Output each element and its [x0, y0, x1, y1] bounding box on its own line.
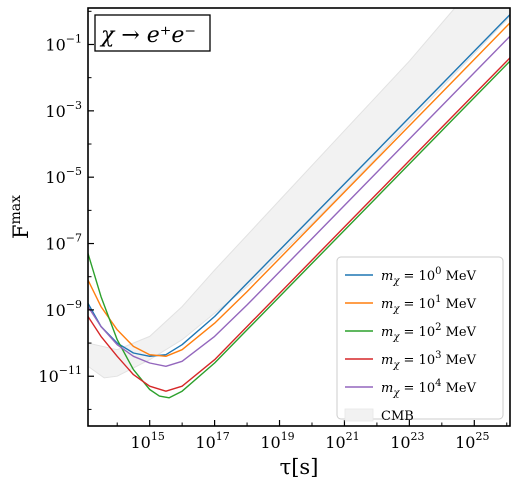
tick-layer: 1015 1017 1019 1021 1023 1025 10−1 10−3 10−5 10−7…	[38, 10, 508, 452]
legend-label-1: mχ = 101 MeV	[381, 294, 477, 315]
x-tick-label: 1025	[455, 430, 489, 452]
y-tick-label: 10−7	[45, 232, 82, 254]
y-tick-label: 10−5	[45, 165, 82, 187]
legend-label-cmb: CMB	[381, 409, 414, 424]
y-tick-label: 10−1	[45, 32, 82, 54]
x-tick-label: 1023	[390, 430, 424, 452]
y-axis-label: Fmax	[8, 195, 33, 239]
legend-box	[336, 256, 504, 420]
series-line-0	[88, 14, 510, 357]
y-tick-label: 10−3	[45, 99, 82, 121]
legend-label-4: mχ = 104 MeV	[381, 378, 477, 399]
series-line-1	[88, 22, 510, 357]
chart-title: χ → e⁺e⁻	[99, 23, 196, 48]
series-layer	[88, 14, 510, 399]
y-tick-label: 10−9	[45, 298, 82, 320]
x-axis-label: τ[s]	[280, 455, 319, 479]
series-line-3	[88, 57, 510, 392]
series-line-4	[88, 35, 510, 367]
y-tick-label: 10−11	[38, 364, 82, 386]
legend-label-0: mχ = 100 MeV	[381, 266, 477, 287]
legend-label-3: mχ = 103 MeV	[381, 350, 477, 371]
plot-frame	[87, 7, 511, 427]
cmb-band-layer	[88, 8, 510, 379]
x-tick-label: 1015	[130, 430, 164, 452]
x-tick-label: 1021	[325, 430, 359, 452]
legend: mχ = 100 MeV mχ = 101 MeV mχ = 102 MeV mχ =…	[336, 256, 504, 424]
legend-label-2: mχ = 102 MeV	[381, 322, 477, 343]
x-tick-label: 1017	[195, 430, 229, 452]
x-tick-label: 1019	[260, 430, 294, 452]
chart-title-box: χ → e⁺e⁻	[94, 14, 211, 52]
series-line-2	[88, 60, 510, 399]
legend-swatch-cmb	[344, 408, 374, 422]
cmb-band	[88, 8, 510, 379]
